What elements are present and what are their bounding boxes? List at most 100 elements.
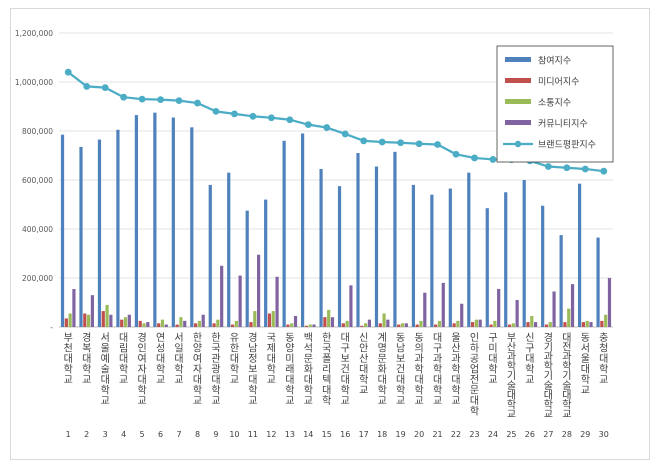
legend-label: 참여지수 bbox=[538, 55, 571, 67]
rank-label: 19 bbox=[396, 430, 406, 439]
line-point bbox=[378, 138, 386, 146]
bar bbox=[441, 282, 445, 327]
bar bbox=[293, 315, 298, 327]
bar bbox=[563, 322, 567, 327]
bar bbox=[327, 309, 331, 327]
bar bbox=[467, 172, 471, 327]
bar bbox=[341, 323, 345, 327]
bar bbox=[146, 322, 150, 327]
line-point bbox=[120, 93, 128, 101]
bar bbox=[404, 323, 408, 327]
bar bbox=[581, 322, 585, 327]
bar bbox=[511, 323, 515, 327]
bar bbox=[142, 323, 146, 327]
bar bbox=[164, 324, 168, 327]
bar bbox=[393, 151, 397, 327]
bar bbox=[220, 265, 224, 327]
bar bbox=[485, 208, 489, 327]
bar bbox=[345, 320, 349, 328]
bar bbox=[212, 323, 216, 327]
bar bbox=[312, 324, 316, 327]
bar bbox=[175, 324, 179, 327]
line-point bbox=[471, 154, 478, 162]
bar bbox=[134, 115, 138, 327]
bar bbox=[79, 146, 83, 327]
bar bbox=[101, 311, 105, 327]
line-point bbox=[544, 163, 552, 170]
bar bbox=[153, 112, 157, 328]
bar bbox=[567, 308, 571, 328]
rank-label: 9 bbox=[213, 430, 218, 439]
rank-label: 30 bbox=[599, 430, 609, 439]
bar bbox=[522, 180, 526, 327]
bar bbox=[507, 324, 512, 327]
bar bbox=[530, 315, 534, 327]
bar bbox=[386, 319, 390, 327]
bar bbox=[548, 322, 552, 327]
bar bbox=[456, 320, 460, 328]
bar bbox=[138, 320, 142, 328]
line-point bbox=[249, 112, 257, 120]
bar bbox=[183, 320, 187, 328]
bar bbox=[160, 319, 165, 327]
line-point bbox=[175, 97, 183, 105]
bar bbox=[419, 320, 423, 328]
y-tick-label: 400,000 bbox=[22, 225, 53, 234]
y-tick-label: 600,000 bbox=[22, 176, 53, 185]
line-point bbox=[415, 140, 423, 148]
bar bbox=[559, 235, 563, 328]
bar bbox=[109, 314, 113, 327]
bar bbox=[356, 153, 360, 327]
bar bbox=[116, 129, 120, 327]
bar bbox=[400, 323, 405, 327]
rank-label: 7 bbox=[176, 430, 181, 439]
bar bbox=[230, 324, 235, 327]
line-point bbox=[138, 95, 146, 103]
bar bbox=[234, 320, 238, 328]
bar bbox=[83, 313, 87, 327]
bar bbox=[578, 183, 582, 327]
line-point bbox=[304, 121, 312, 129]
bar bbox=[526, 322, 530, 327]
rank-label: 3 bbox=[103, 430, 108, 439]
rank-label: 22 bbox=[451, 430, 461, 439]
line-point bbox=[360, 137, 368, 145]
bar bbox=[360, 325, 364, 327]
legend-swatch bbox=[505, 57, 531, 62]
line-point bbox=[286, 116, 294, 124]
brand-reputation-chart: - 200,000 400,000 600,000 800,000 1,000,000 1,… bbox=[15, 29, 614, 439]
bar bbox=[570, 284, 575, 328]
bar bbox=[411, 184, 415, 327]
bar bbox=[282, 140, 286, 327]
bar bbox=[249, 322, 253, 327]
legend-swatch bbox=[505, 120, 531, 125]
bar bbox=[286, 324, 290, 327]
bar bbox=[123, 317, 128, 327]
bar bbox=[448, 188, 452, 327]
bar bbox=[271, 311, 275, 327]
bar bbox=[585, 320, 589, 328]
bar bbox=[245, 210, 249, 328]
bar bbox=[253, 311, 257, 327]
rank-label: 26 bbox=[525, 430, 535, 439]
bar bbox=[378, 323, 382, 327]
bar bbox=[257, 254, 261, 327]
bar bbox=[497, 289, 501, 327]
bar bbox=[267, 313, 272, 327]
bar bbox=[171, 117, 175, 327]
bar bbox=[604, 314, 608, 327]
